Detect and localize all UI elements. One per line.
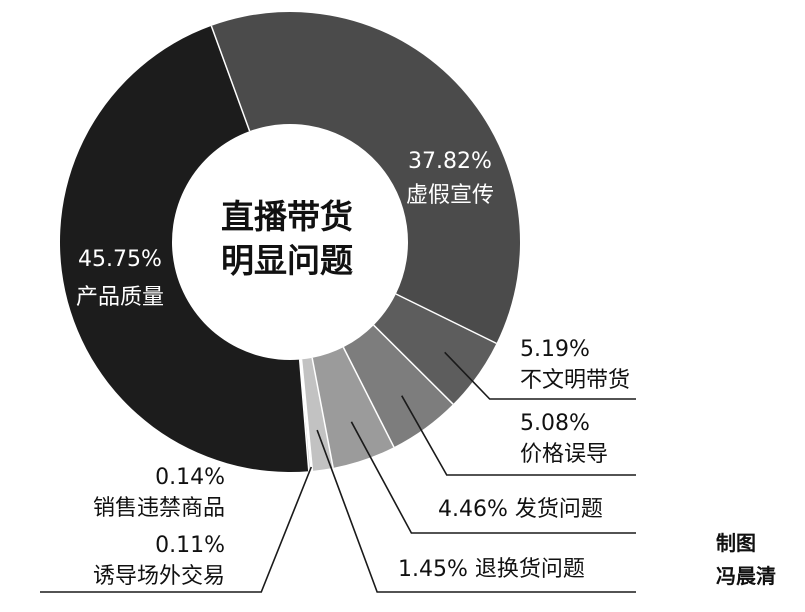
data-label-name-7: 销售违禁商品: [93, 496, 225, 521]
data-label-name-2: 不文明带货: [520, 368, 630, 393]
data-label-5: 1.45% 退换货问题: [398, 557, 585, 582]
data-label-name-1: 虚假宣传: [406, 183, 494, 208]
center-title-line1: 直播带货: [221, 197, 353, 236]
slice-separator: [311, 357, 334, 469]
data-label-value-3: 5.08%: [520, 411, 590, 436]
data-label-value-6: 0.11%: [155, 533, 225, 558]
data-label-value-8: 45.75%: [78, 247, 162, 272]
data-label-name-6: 诱导场外交易: [93, 564, 225, 589]
pie-slice-4: [312, 347, 394, 468]
leader-line-3: [401, 395, 636, 476]
data-label-value-1: 37.82%: [408, 149, 492, 174]
data-label-name-8: 产品质量: [76, 285, 164, 310]
slice-separator: [395, 293, 497, 345]
center-title-line2: 明显问题: [221, 241, 353, 280]
credit-author: 冯晨清: [716, 564, 776, 588]
slice-separator: [299, 359, 312, 472]
data-label-value-7: 0.14%: [155, 465, 225, 490]
credit-label: 制图: [716, 531, 756, 555]
data-label-value-2: 5.19%: [520, 337, 590, 362]
leader-line-5: [316, 429, 636, 593]
slice-separator: [300, 359, 314, 471]
pie-slice-8: [60, 25, 309, 472]
slice-separator: [210, 25, 251, 132]
pie-slice-1: [211, 11, 520, 344]
leader-line-6: [40, 466, 313, 593]
pie-slice-3: [343, 325, 454, 448]
slice-separator: [342, 346, 395, 448]
slice-separator: [298, 359, 310, 472]
pie-slice-5: [301, 357, 334, 471]
leader-line-4: [350, 421, 636, 534]
pie-slice-2: [373, 294, 497, 405]
slice-separator: [373, 324, 454, 405]
data-label-4: 4.46% 发货问题: [438, 497, 603, 522]
leader-line-2: [444, 351, 636, 400]
data-label-name-3: 价格误导: [520, 442, 608, 467]
